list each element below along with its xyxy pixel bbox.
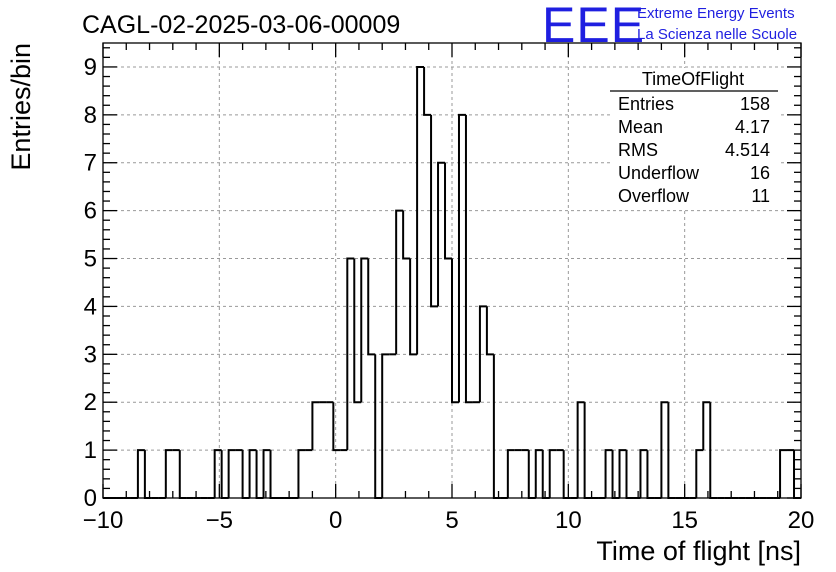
- y-tick-label: 4: [84, 293, 97, 320]
- y-tick-label: 1: [84, 437, 97, 464]
- histogram-bin: [618, 449, 627, 498]
- histogram-bin: [423, 66, 432, 116]
- histogram-bin: [611, 450, 620, 499]
- histogram-bin: [451, 258, 459, 404]
- histogram-bin: [660, 401, 669, 498]
- histogram-bin: [646, 450, 655, 499]
- histogram-bin: [702, 401, 711, 451]
- histogram-bin: [381, 353, 390, 498]
- histogram-bin: [346, 257, 355, 451]
- x-tick-label: −5: [206, 507, 233, 534]
- y-tick-label: 0: [84, 485, 97, 512]
- x-axis-title: Time of flight [ns]: [596, 536, 801, 566]
- histogram-bin: [478, 305, 487, 403]
- y-tick-label: 7: [84, 150, 97, 177]
- x-tick-labels: −10 −5 0 5 10 15 20: [83, 507, 815, 534]
- histogram-bin: [409, 258, 418, 356]
- stats-row-label: Mean: [618, 117, 663, 137]
- histogram-bin: [548, 449, 557, 498]
- histogram-bin: [395, 209, 404, 355]
- y-axis-title: Entries/bin: [6, 43, 36, 171]
- x-tick-label: −10: [83, 507, 124, 534]
- histogram-bin: [269, 450, 278, 499]
- histogram-bin: [360, 257, 369, 403]
- histogram-bin: [311, 401, 320, 451]
- chart-title: CAGL-02-2025-03-06-00009: [82, 11, 400, 39]
- histogram-bin: [457, 113, 466, 403]
- histogram-bin: [164, 449, 173, 498]
- x-tick-label: 0: [329, 507, 342, 534]
- stats-row-value: 158: [740, 94, 770, 114]
- stats-row-value: 11: [751, 186, 770, 206]
- histogram-bin: [374, 354, 383, 499]
- histogram-bin: [241, 450, 250, 499]
- histogram-bin: [402, 210, 411, 260]
- histogram-bin: [332, 402, 341, 452]
- stats-row-label: Overflow: [618, 186, 690, 206]
- histogram-bin: [213, 449, 222, 498]
- y-tick-label: 5: [84, 246, 97, 273]
- x-tick-label: 15: [671, 507, 698, 534]
- histogram-bin: [136, 449, 145, 498]
- logo-mark: EEE: [542, 0, 645, 53]
- stats-row-value: 4.514: [725, 140, 770, 160]
- histogram-bin: [541, 450, 550, 499]
- y-tick-label: 8: [84, 102, 97, 129]
- histogram-bin: [527, 450, 536, 499]
- logo-line-1: Extreme Energy Events: [637, 5, 795, 22]
- histogram-bin: [485, 306, 494, 356]
- x-tick-label: 10: [555, 507, 582, 534]
- histogram-bin: [255, 450, 264, 499]
- histogram-bin: [297, 449, 306, 498]
- histogram-bin: [437, 161, 446, 307]
- histogram-bin: [367, 258, 376, 356]
- histogram-bin: [178, 450, 187, 499]
- histogram-bin: [227, 449, 236, 498]
- histogram-bin: [248, 449, 257, 498]
- axis-ticks: [102, 43, 802, 499]
- y-tick-label: 9: [84, 54, 97, 81]
- histogram-bin: [562, 450, 571, 499]
- histogram-bin: [695, 449, 704, 498]
- histogram-bin: [143, 450, 152, 499]
- y-tick-label: 6: [84, 198, 97, 225]
- y-tick-label: 2: [84, 389, 97, 416]
- stats-row-value: 16: [750, 163, 770, 183]
- histogram-bin: [353, 258, 362, 404]
- eee-logo: EEE Extreme Energy Events La Scienza nel…: [542, 0, 797, 53]
- histogram-bin: [506, 449, 515, 498]
- histogram-bin: [444, 162, 452, 260]
- x-tick-label: 5: [445, 507, 458, 534]
- histogram-bin: [220, 450, 229, 499]
- stats-row-label: Underflow: [618, 163, 700, 183]
- histogram-bin: [604, 449, 613, 498]
- histogram-bin: [639, 449, 648, 498]
- histogram-bin: [416, 65, 425, 355]
- histogram-bin: [534, 449, 543, 498]
- y-tick-label: 3: [84, 341, 97, 368]
- stats-box: TimeOfFlight Entries 158 Mean 4.17 RMS 4.514 U…: [610, 68, 778, 208]
- stats-rows: Entries 158 Mean 4.17 RMS 4.514 Underflow 16 Ove…: [618, 94, 770, 206]
- stats-row-value: 4.17: [735, 117, 770, 137]
- x-tick-label: 20: [788, 507, 815, 534]
- histogram-bin: [779, 449, 788, 498]
- histogram-bin: [576, 401, 585, 498]
- histogram-bin: [262, 449, 271, 498]
- histogram-bin: [625, 450, 634, 499]
- logo-line-2: La Scienza nelle Scuole: [637, 26, 797, 43]
- histogram-bin: [793, 450, 801, 499]
- stats-row-label: Entries: [618, 94, 674, 114]
- histogram-bin: [492, 354, 501, 499]
- histogram-bin: [430, 114, 439, 308]
- stats-row-label: RMS: [618, 140, 658, 160]
- y-tick-labels: 0 1 2 3 4 5 6 7 8 9: [84, 54, 97, 512]
- stats-title: TimeOfFlight: [642, 69, 744, 89]
- histogram-bin: [464, 114, 473, 404]
